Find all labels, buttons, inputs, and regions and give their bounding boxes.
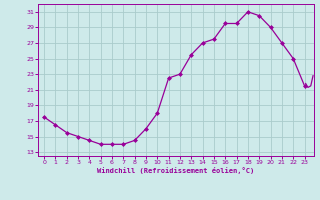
X-axis label: Windchill (Refroidissement éolien,°C): Windchill (Refroidissement éolien,°C) [97,167,255,174]
